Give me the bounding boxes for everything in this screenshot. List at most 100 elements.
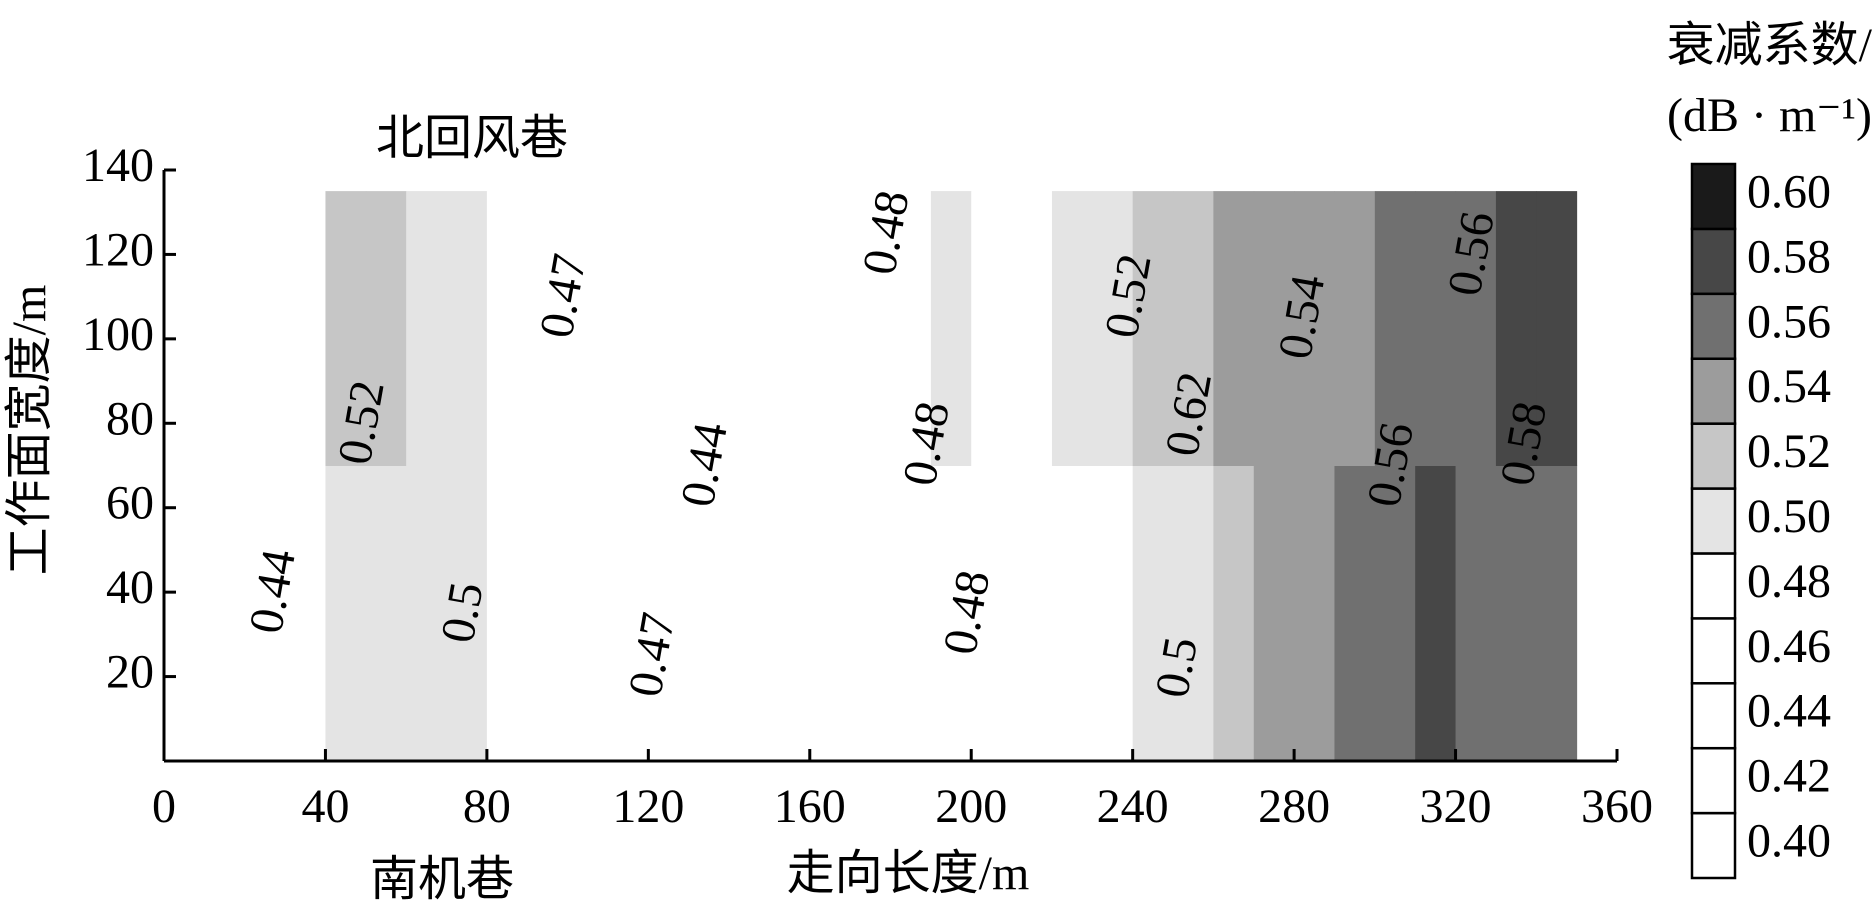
colorbar-cell [1690,227,1737,296]
y-tick-label: 60 [106,477,154,530]
field-cell [1536,465,1578,762]
colorbar-title: (dB · m⁻¹) [1667,89,1872,142]
x-axis-label: 走向长度/m [787,847,1030,900]
field-cell [567,465,609,762]
field-cell [971,191,1013,466]
field-cell [850,191,891,466]
field-cell [1455,465,1497,762]
field-cell [688,465,730,762]
field-cell [527,465,569,762]
field-cell [1415,191,1457,466]
field-cell [1011,465,1053,762]
field-cell [1253,465,1295,762]
colorbar-label: 0.52 [1747,425,1831,478]
field-cell [406,191,448,466]
x-tick-label: 40 [301,780,349,833]
y-tick-label: 80 [106,392,154,445]
colorbar-cell [1690,552,1737,620]
field-cell [285,465,326,762]
colorbar-cell [1690,487,1737,555]
field-cell [688,191,730,466]
contour-label: 0.5 [1145,633,1208,701]
field-cell [1455,191,1497,466]
colorbar-label: 0.54 [1747,360,1831,413]
x-tick-label: 80 [463,780,511,833]
field-cell [1495,465,1537,762]
field-cell [446,465,488,762]
field-cell [1253,191,1295,466]
field-cell [325,191,367,466]
field-cell [930,191,972,466]
field-cell [1011,191,1053,466]
y-tick-label: 120 [82,223,154,276]
x-tick-label: 360 [1581,780,1653,833]
colorbar-cell [1690,162,1737,231]
field-cell [1173,465,1214,762]
field-cell [850,465,891,762]
colorbar-label: 0.44 [1747,685,1831,738]
field-cell [1132,465,1174,762]
y-tick-label: 20 [106,646,154,699]
x-tick-label: 320 [1420,780,1492,833]
field-cell [1092,465,1134,762]
colorbar-cell [1690,292,1737,360]
x-tick-label: 240 [1097,780,1169,833]
colorbar-cell [1690,422,1737,490]
field-cell [486,465,528,762]
field-cell [244,465,286,762]
field-cell [567,191,609,466]
colorbar-cell [1690,357,1737,425]
chart-title: 北回风巷 [376,112,568,165]
field-cell [1213,465,1255,762]
colorbar-title: 衰减系数/ [1667,19,1873,72]
field-cell [1495,191,1537,466]
colorbar-label: 0.40 [1747,815,1831,868]
field-cell [1334,191,1376,466]
x-tick-label: 280 [1258,780,1330,833]
colorbar-cell [1690,682,1737,750]
y-tick-label: 100 [82,308,154,361]
colorbar-label: 0.46 [1747,620,1831,673]
field-cell [527,191,569,466]
field-cell [1213,191,1255,466]
field-cell [1334,465,1376,762]
y-tick-label: 40 [106,561,154,614]
field-cell [648,191,690,466]
field-cell [164,191,205,466]
colorbar-cell [1690,811,1737,880]
x-tick-label: 200 [935,780,1007,833]
field-cell [890,465,932,762]
colorbar-label: 0.56 [1747,295,1831,348]
field-cell [1415,465,1457,762]
field-cell [1051,465,1093,762]
field-cell [809,465,851,762]
colorbar-cell [1690,746,1737,815]
bottom-label: 南机巷 [370,853,514,906]
field-cell [365,191,407,466]
colorbar-label: 0.50 [1747,490,1831,543]
colorbar-label: 0.48 [1747,555,1831,608]
field-cell [204,465,246,762]
colorbar-label: 0.58 [1747,230,1831,283]
field-cell [1051,191,1093,466]
field-cell [1374,191,1416,466]
contour-label: 0.5 [431,578,494,646]
field-cell [729,191,770,466]
y-tick-label: 140 [82,139,154,192]
field-cell [406,465,448,762]
x-tick-label: 0 [152,780,176,833]
x-tick-label: 120 [612,780,684,833]
field-cell [930,465,972,762]
field-cell [607,465,649,762]
field-cell [365,465,407,762]
field-cell [1173,191,1214,466]
colorbar-cell [1690,617,1737,685]
field-cell [890,191,932,466]
field-cell [1132,191,1174,466]
colorbar-label: 0.60 [1747,165,1831,218]
x-tick-label: 160 [774,780,846,833]
field-cell [1536,191,1578,466]
field-cell [446,191,488,466]
field-cell [1294,465,1335,762]
